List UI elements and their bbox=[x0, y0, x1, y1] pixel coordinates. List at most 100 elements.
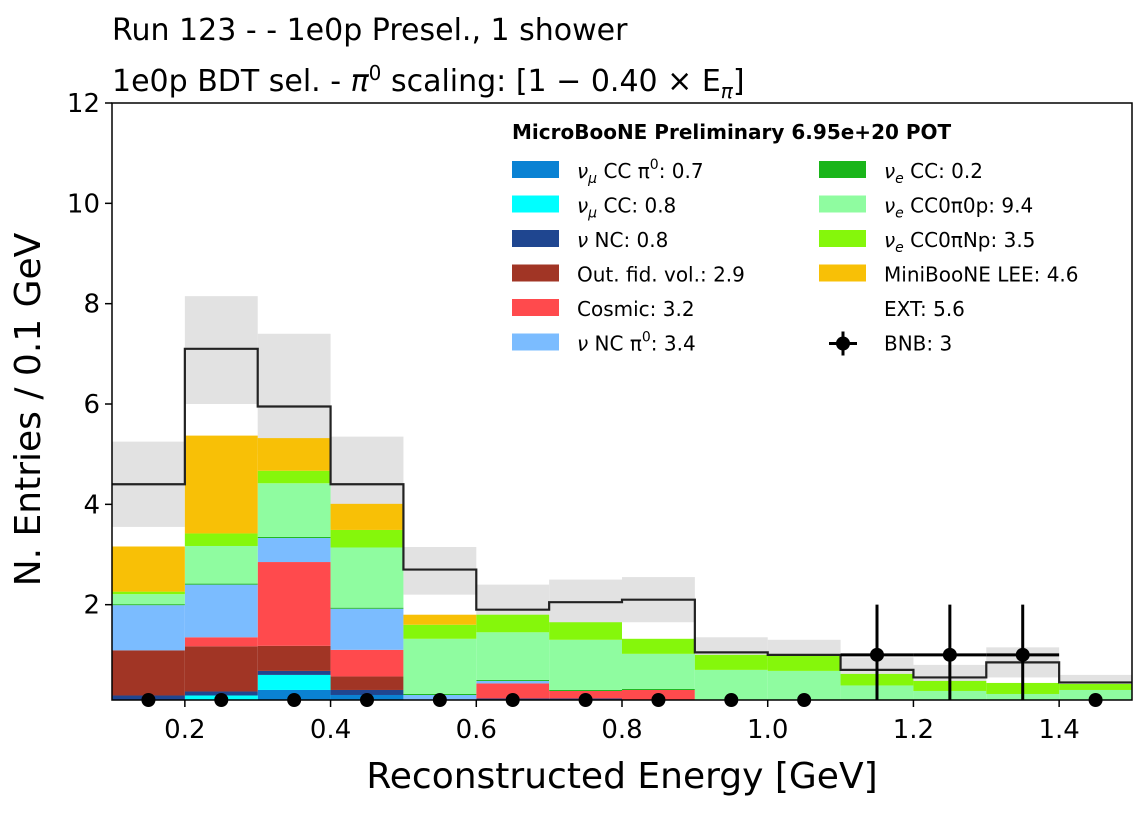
bar-segment-series-6 bbox=[476, 679, 550, 681]
x-tick-label: 0.4 bbox=[310, 715, 351, 745]
chart-title-line2: 1e0p BDT sel. - π0 scaling: [1 − 0.40 × … bbox=[112, 56, 745, 108]
legend-swatch bbox=[512, 299, 559, 316]
bar-segment-series-8 bbox=[767, 655, 841, 671]
y-axis-label: N. Entries / 0.1 GeV bbox=[8, 232, 49, 586]
bar-segment-series-9 bbox=[184, 435, 258, 534]
bar-segment-series-7 bbox=[622, 653, 695, 689]
uncertainty-band-bin bbox=[257, 333, 331, 455]
bar-segment-series-5 bbox=[257, 537, 331, 563]
bar-segment-series-5 bbox=[184, 584, 258, 638]
bar-segment-series-8 bbox=[257, 470, 331, 484]
x-tick-label: 0.6 bbox=[456, 715, 497, 745]
y-tick-label: 10 bbox=[67, 189, 100, 219]
x-tick-label: 1.4 bbox=[1038, 715, 1079, 745]
data-point bbox=[942, 647, 957, 662]
bar-segment-series-6 bbox=[112, 604, 185, 606]
data-point bbox=[1015, 647, 1030, 662]
legend-swatch bbox=[819, 230, 866, 247]
legend-swatch bbox=[819, 264, 866, 282]
legend-label: MiniBooNE LEE: 4.6 bbox=[884, 263, 1079, 287]
legend-label: Out. fid. vol.: 2.9 bbox=[577, 263, 745, 287]
bar-segment-series-7 bbox=[257, 483, 331, 537]
bar-segment-series-6 bbox=[622, 688, 695, 690]
legend-label: νe CC0πNp: 3.5 bbox=[884, 228, 1035, 256]
bar-segment-series-8 bbox=[1059, 683, 1132, 690]
y-tick-label: 6 bbox=[83, 390, 100, 420]
legend-label: νe CC0π0p: 9.4 bbox=[884, 194, 1033, 222]
chart-title-line1: Run 123 - - 1e0p Presel., 1 shower bbox=[112, 13, 628, 48]
bar-segment-series-5 bbox=[330, 608, 404, 650]
bar-segment-series-6 bbox=[330, 607, 404, 609]
uncertainty-band-bin bbox=[184, 296, 258, 405]
bar-segment-series-4 bbox=[257, 562, 331, 646]
title-pi-sup: 0 bbox=[368, 61, 382, 85]
bar-segment-series-6 bbox=[184, 583, 258, 585]
bar-segment-series-9 bbox=[403, 614, 477, 625]
legend-label: Cosmic: 3.2 bbox=[577, 297, 695, 321]
legend-data-marker bbox=[836, 336, 850, 351]
y-tick-label: 4 bbox=[83, 490, 100, 520]
y-tick-label: 8 bbox=[83, 290, 100, 320]
x-tick-label: 0.8 bbox=[601, 715, 642, 745]
bar-segment-series-5 bbox=[112, 605, 185, 651]
bar-segment-series-6 bbox=[549, 689, 622, 691]
title-prefix: 1e0p BDT sel. - bbox=[112, 64, 351, 99]
bar-segment-series-8 bbox=[184, 533, 258, 546]
bar-segment-series-7 bbox=[403, 638, 477, 694]
legend-label: νμ CC π0: 0.7 bbox=[577, 157, 704, 187]
bar-segment-series-8 bbox=[330, 529, 404, 548]
legend-swatch bbox=[512, 230, 559, 247]
bar-segment-series-7 bbox=[184, 545, 258, 584]
bar-segment-series-8 bbox=[476, 614, 550, 633]
legend-label: νe CC: 0.2 bbox=[884, 159, 983, 187]
x-axis-label: Reconstructed Energy [GeV] bbox=[366, 756, 877, 797]
legend-label: ν NC: 0.8 bbox=[577, 228, 668, 252]
bar-segment-series-8 bbox=[403, 624, 477, 639]
bar-segment-series-7 bbox=[330, 547, 404, 608]
bar-segment-series-8 bbox=[694, 654, 768, 670]
bar-segment-series-6 bbox=[257, 536, 331, 538]
bar-segment-series-8 bbox=[549, 622, 622, 640]
bar-segment-series-7 bbox=[112, 594, 185, 605]
legend-swatch bbox=[512, 264, 559, 282]
bar-segment-series-4 bbox=[330, 649, 404, 677]
legend-swatch bbox=[819, 161, 866, 178]
data-point bbox=[870, 647, 884, 662]
bar-segment-series-3 bbox=[112, 650, 185, 696]
bar-segment-series-3 bbox=[330, 676, 404, 690]
x-tick-label: 1.2 bbox=[893, 715, 934, 745]
y-tick-label: 12 bbox=[67, 89, 100, 119]
legend-label-ext: EXT: 5.6 bbox=[884, 297, 965, 321]
bar-segment-series-9 bbox=[330, 503, 404, 530]
bar-segment-series-4 bbox=[476, 683, 550, 699]
bar-segment-series-9 bbox=[257, 438, 331, 471]
x-tick-label: 1.0 bbox=[747, 715, 788, 745]
bar-segment-series-2 bbox=[330, 689, 404, 695]
legend-label: νμ CC: 0.8 bbox=[577, 194, 676, 222]
title-close: ] bbox=[732, 64, 745, 99]
legend-swatch bbox=[512, 195, 559, 213]
x-tick-label: 0.2 bbox=[164, 715, 205, 745]
bar-segment-series-3 bbox=[257, 645, 331, 671]
title-pi: π bbox=[350, 64, 369, 99]
y-tick-label: 2 bbox=[83, 591, 100, 621]
bar-segment-series-7 bbox=[549, 639, 622, 690]
stacked-bars-layer bbox=[112, 435, 1132, 700]
legend-swatch bbox=[512, 161, 559, 178]
bar-segment-series-3 bbox=[184, 646, 258, 692]
bar-segment-series-8 bbox=[112, 591, 185, 595]
legend-title: MicroBooNE Preliminary 6.95e+20 POT bbox=[512, 120, 952, 144]
bar-segment-series-2 bbox=[257, 670, 331, 675]
bar-segment-series-7 bbox=[476, 632, 550, 680]
bar-segment-series-8 bbox=[622, 638, 695, 654]
bar-segment-series-4 bbox=[184, 637, 258, 647]
legend-swatch bbox=[819, 195, 866, 213]
title-sub: π bbox=[720, 79, 733, 103]
bar-segment-series-5 bbox=[476, 680, 550, 684]
legend-label: ν NC π0: 3.4 bbox=[577, 330, 696, 356]
legend-swatch bbox=[512, 333, 559, 351]
legend: MicroBooNE Preliminary 6.95e+20 POT νμ CC… bbox=[512, 120, 1079, 356]
uncertainty-band-bin bbox=[403, 546, 477, 595]
title-scaling: scaling: [1 − 0.40 × E bbox=[381, 64, 721, 99]
